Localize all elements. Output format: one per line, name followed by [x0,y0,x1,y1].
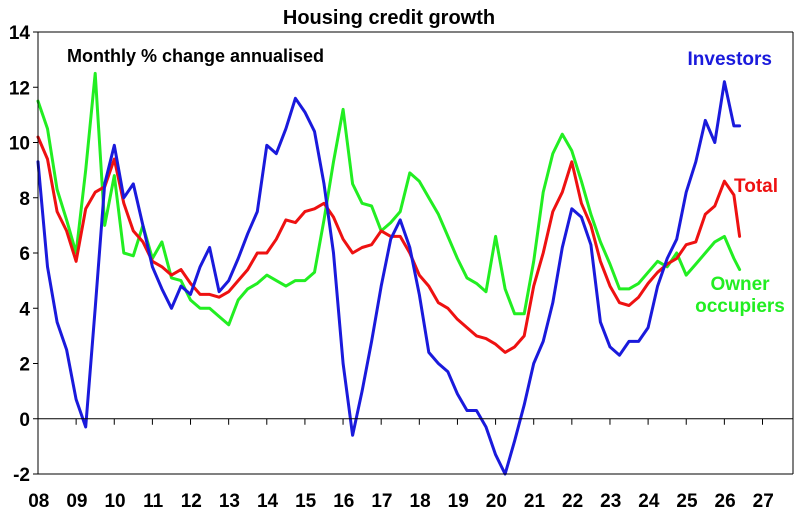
series-label-owner-occupiers: Owner [710,274,770,295]
y-tick-label: 14 [9,23,31,44]
x-tick-label: 24 [638,491,660,512]
x-axis-ticks: 08 09 10 11 12 13 14 15 16 17 18 19 20 21 22 23 24 25 26 27 [28,418,774,512]
y-tick-label: 8 [19,189,30,210]
series-layer [36,71,742,476]
series-label-total: Total [734,176,778,197]
y-tick-label: 10 [9,134,30,155]
x-tick-label: 10 [104,491,125,512]
y-tick-label: 0 [19,410,30,431]
x-tick-label: 26 [715,491,736,512]
x-tick-label: 17 [371,491,392,512]
series-line-owner-occupiers [36,71,742,327]
x-tick-label: 11 [143,491,164,512]
y-tick-label: 4 [19,299,30,320]
series-label-owner-occupiers: occupiers [695,296,785,317]
y-axis-ticks: -2 0 2 4 6 8 10 12 14 [9,23,38,486]
y-tick-label: 12 [9,78,30,99]
y-tick-label: 2 [19,355,30,376]
x-tick-label: 19 [448,491,469,512]
y-tick-label: 6 [19,244,30,265]
x-tick-label: 09 [66,491,87,512]
x-tick-label: 22 [562,491,583,512]
x-tick-label: 13 [219,491,240,512]
x-tick-label: 14 [257,491,279,512]
x-tick-label: 21 [524,491,546,512]
x-tick-label: 16 [333,491,354,512]
x-tick-label: 18 [410,491,431,512]
x-tick-label: 20 [486,491,507,512]
y-tick-label: -2 [13,465,30,486]
plot-frame [37,31,794,475]
x-tick-label: 25 [676,491,698,512]
series-line-investors [36,80,742,476]
x-tick-label: 23 [600,491,621,512]
x-tick-label: 08 [28,491,49,512]
series-label-investors: Investors [688,49,772,70]
chart-title: Housing credit growth [283,7,495,29]
chart-subtitle: Monthly % change annualised [67,46,324,66]
x-tick-label: 27 [753,491,774,512]
x-tick-label: 12 [181,491,202,512]
x-tick-label: 15 [295,491,317,512]
